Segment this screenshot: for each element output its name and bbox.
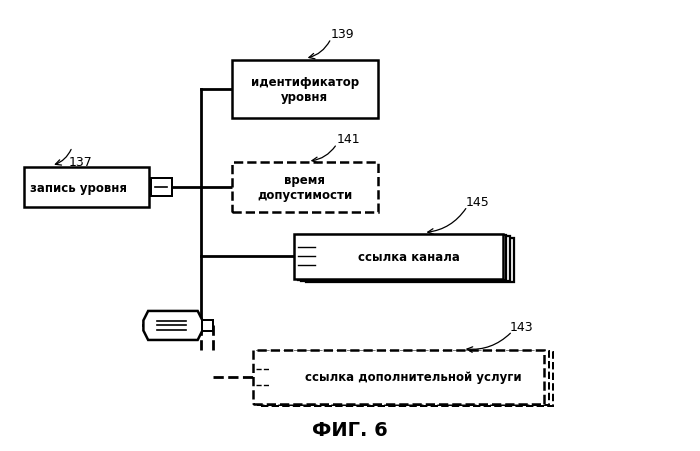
Bar xyxy=(295,235,503,279)
Text: время
допустимости: время допустимости xyxy=(257,174,353,202)
Text: 137: 137 xyxy=(69,156,92,168)
Bar xyxy=(298,235,506,280)
Text: 141: 141 xyxy=(337,133,360,146)
Text: ссылка дополнительной услуги: ссылка дополнительной услуги xyxy=(305,370,522,383)
Text: идентификатор
уровня: идентификатор уровня xyxy=(251,76,359,104)
Bar xyxy=(261,352,553,406)
Bar xyxy=(150,179,172,197)
Bar xyxy=(302,237,510,281)
Bar xyxy=(306,238,514,282)
Text: запись уровня: запись уровня xyxy=(30,181,127,194)
Polygon shape xyxy=(144,311,202,340)
Text: 143: 143 xyxy=(510,320,533,333)
Bar xyxy=(232,163,378,212)
Text: 139: 139 xyxy=(331,28,355,41)
Bar xyxy=(24,168,148,207)
Bar xyxy=(257,351,549,405)
Text: 145: 145 xyxy=(466,195,489,208)
Text: ФИГ. 6: ФИГ. 6 xyxy=(312,420,388,439)
Bar xyxy=(253,350,545,404)
Bar xyxy=(202,321,213,331)
Bar xyxy=(232,61,378,119)
Text: ссылка канала: ссылка канала xyxy=(358,250,460,263)
